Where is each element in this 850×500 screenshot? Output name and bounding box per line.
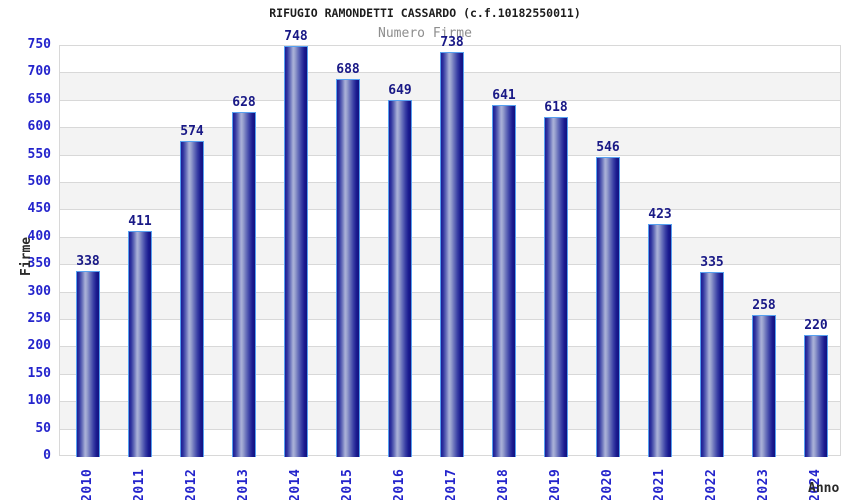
bar-value-label: 423 xyxy=(648,207,672,222)
bar xyxy=(336,79,360,457)
bar xyxy=(440,52,464,457)
x-tick-label: 2017 xyxy=(444,468,459,500)
y-tick-label: 600 xyxy=(27,119,51,134)
y-tick-label: 100 xyxy=(27,393,51,408)
bar xyxy=(544,117,568,457)
bar xyxy=(492,105,516,457)
bar xyxy=(76,271,100,457)
y-tick-label: 350 xyxy=(27,256,51,271)
bar-value-label: 220 xyxy=(804,318,828,333)
bar-value-label: 258 xyxy=(752,298,776,313)
y-tick-label: 450 xyxy=(27,201,51,216)
bar-value-label: 738 xyxy=(440,35,464,50)
chart-title: RIFUGIO RAMONDETTI CASSARDO (c.f.1018255… xyxy=(269,6,581,20)
bar-value-label: 574 xyxy=(180,124,204,139)
y-tick-label: 200 xyxy=(27,338,51,353)
y-tick-label: 0 xyxy=(43,448,51,463)
x-tick-label: 2020 xyxy=(600,468,615,500)
bar-value-label: 628 xyxy=(232,95,256,110)
bar xyxy=(596,157,620,457)
bar-value-label: 688 xyxy=(336,62,360,77)
bar xyxy=(648,224,672,457)
x-tick-label: 2021 xyxy=(652,468,667,500)
bar xyxy=(804,335,828,457)
bar-value-label: 411 xyxy=(128,214,152,229)
y-axis-title: Firme xyxy=(19,236,34,276)
y-tick-label: 700 xyxy=(27,64,51,79)
y-tick-label: 50 xyxy=(35,421,51,436)
y-tick-label: 750 xyxy=(27,37,51,52)
bar xyxy=(128,231,152,457)
bar xyxy=(752,315,776,457)
y-tick-label: 150 xyxy=(27,366,51,381)
bar xyxy=(284,46,308,457)
x-tick-label: 2016 xyxy=(392,468,407,500)
x-tick-label: 2011 xyxy=(132,468,147,500)
x-tick-label: 2023 xyxy=(756,468,771,500)
y-tick-label: 650 xyxy=(27,92,51,107)
bar-value-label: 748 xyxy=(284,29,308,44)
y-tick-label: 500 xyxy=(27,174,51,189)
x-tick-label: 2013 xyxy=(236,468,251,500)
x-tick-label: 2015 xyxy=(340,468,355,500)
bar xyxy=(700,272,724,457)
x-tick-label: 2010 xyxy=(80,468,95,500)
bar-value-label: 338 xyxy=(76,254,100,269)
x-tick-label: 2018 xyxy=(496,468,511,500)
bar-value-label: 546 xyxy=(596,140,620,155)
bar-value-label: 335 xyxy=(700,255,724,270)
bar xyxy=(232,112,256,457)
bar xyxy=(388,100,412,457)
x-tick-label: 2019 xyxy=(548,468,563,500)
x-axis-title: Anno xyxy=(808,481,840,496)
grid-line xyxy=(60,45,840,46)
chart-subtitle: Numero Firme xyxy=(378,26,472,41)
x-tick-label: 2012 xyxy=(184,468,199,500)
y-tick-label: 550 xyxy=(27,147,51,162)
bar-value-label: 641 xyxy=(492,88,516,103)
bar xyxy=(180,141,204,457)
x-tick-label: 2014 xyxy=(288,468,303,500)
x-tick-label: 2022 xyxy=(704,468,719,500)
y-tick-label: 300 xyxy=(27,284,51,299)
y-tick-label: 250 xyxy=(27,311,51,326)
bar-value-label: 649 xyxy=(388,83,412,98)
bar-value-label: 618 xyxy=(544,100,568,115)
y-tick-label: 400 xyxy=(27,229,51,244)
